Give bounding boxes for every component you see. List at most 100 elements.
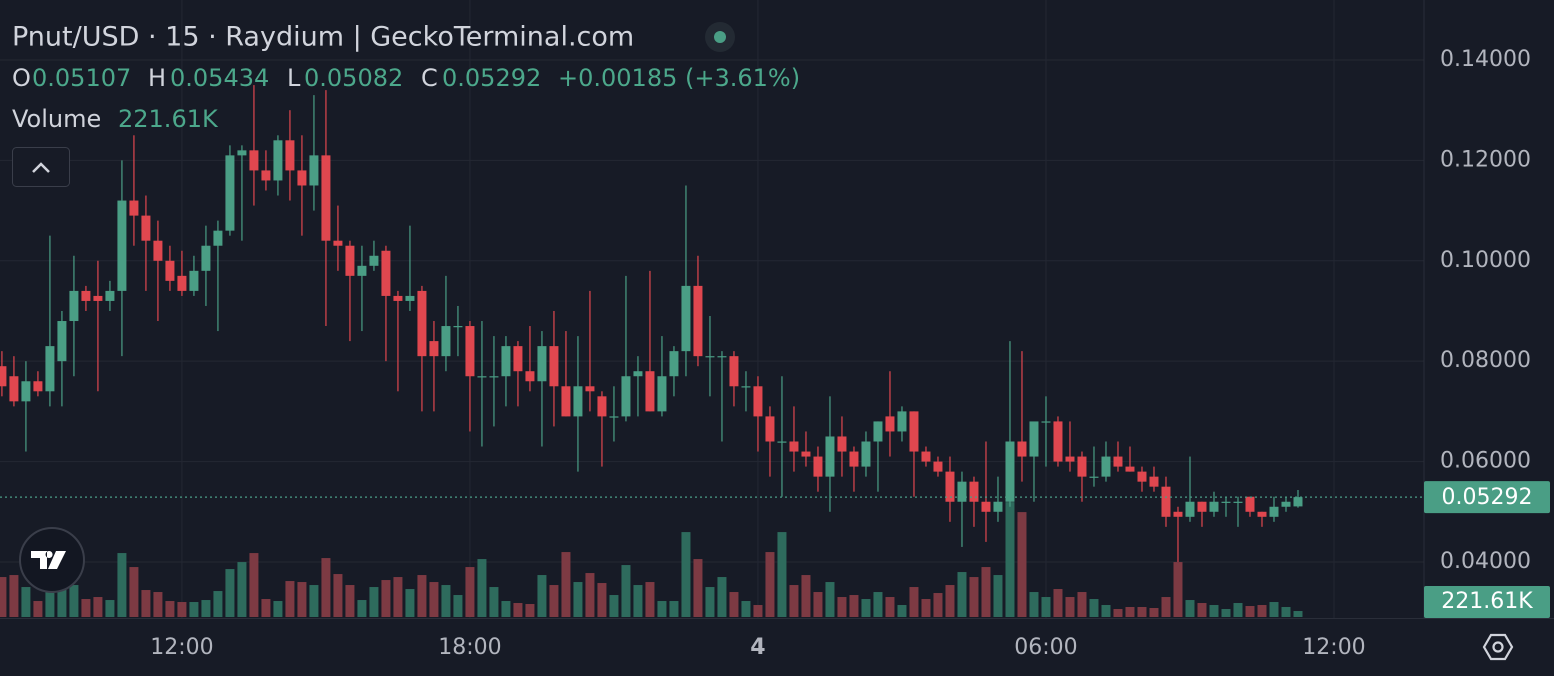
volume-bar bbox=[165, 601, 175, 617]
candle-body bbox=[273, 140, 283, 181]
candle-body bbox=[153, 240, 163, 261]
candle-body bbox=[1281, 501, 1291, 507]
volume-bar bbox=[537, 575, 547, 617]
candle-body bbox=[369, 255, 379, 266]
volume-bar bbox=[0, 577, 7, 617]
candle-body bbox=[249, 150, 259, 171]
volume-bar bbox=[81, 599, 91, 617]
candle-body bbox=[381, 250, 391, 296]
volume-bar bbox=[333, 574, 343, 617]
settings-hexagon[interactable] bbox=[1482, 633, 1514, 661]
candle-body bbox=[1089, 476, 1099, 478]
candle-body bbox=[633, 371, 643, 377]
candle-body bbox=[1017, 441, 1027, 457]
volume-bar bbox=[765, 552, 775, 617]
volume-bar bbox=[1293, 611, 1303, 617]
candle-body bbox=[297, 170, 307, 186]
candle-body bbox=[1077, 456, 1087, 477]
volume-bar bbox=[1005, 502, 1015, 617]
volume-bar bbox=[549, 585, 559, 617]
candle-body bbox=[501, 346, 511, 377]
volume-bar bbox=[1161, 597, 1171, 617]
volume-bar bbox=[933, 593, 943, 617]
volume-bar bbox=[9, 575, 19, 617]
candle-body bbox=[609, 416, 619, 418]
logo-mark bbox=[31, 551, 66, 569]
volume-bar bbox=[405, 589, 415, 617]
last-price-label: 0.05292 bbox=[1442, 485, 1533, 510]
volume-bar bbox=[669, 601, 679, 617]
candle-body bbox=[753, 386, 763, 417]
volume-bar bbox=[153, 592, 163, 617]
candle-body bbox=[477, 376, 487, 378]
candle-body bbox=[885, 416, 895, 432]
settings-button[interactable] bbox=[1482, 633, 1514, 661]
volume-bar bbox=[141, 590, 151, 617]
volume-bar bbox=[417, 575, 427, 617]
volume-bar bbox=[741, 601, 751, 617]
candle-body bbox=[741, 386, 751, 388]
high-value: 0.05434 bbox=[170, 64, 269, 92]
volume-bar bbox=[1281, 607, 1291, 617]
volume-bar bbox=[981, 567, 991, 617]
volume-bar bbox=[225, 569, 235, 617]
candle-body bbox=[669, 351, 679, 377]
candle-body bbox=[561, 386, 571, 417]
volume-bar bbox=[1017, 512, 1027, 617]
candle-body bbox=[1161, 486, 1171, 517]
y-tick-label: 0.06000 bbox=[1440, 449, 1531, 474]
collapse-button-frame[interactable] bbox=[12, 147, 70, 187]
candle-body bbox=[909, 411, 919, 452]
volume-box bbox=[1424, 586, 1550, 618]
volume-bar bbox=[993, 575, 1003, 617]
volume-bar bbox=[393, 577, 403, 617]
candle-body bbox=[717, 356, 727, 358]
volume-bar bbox=[789, 585, 799, 617]
volume-bar bbox=[45, 577, 55, 617]
candle-body bbox=[1197, 501, 1207, 512]
candle-body bbox=[333, 240, 343, 246]
volume-bar bbox=[1257, 605, 1267, 617]
candle-body bbox=[45, 346, 55, 392]
candle-body bbox=[441, 326, 451, 357]
candle-body bbox=[33, 381, 43, 392]
candle-body bbox=[141, 215, 151, 241]
candle-body bbox=[681, 285, 691, 352]
volume-bar bbox=[429, 582, 439, 617]
y-tick-label: 0.10000 bbox=[1440, 248, 1531, 273]
volume-bar bbox=[873, 592, 883, 617]
candle-body bbox=[549, 346, 559, 387]
volume-bar bbox=[477, 559, 487, 617]
tradingview-logo[interactable] bbox=[19, 527, 85, 593]
candle-body bbox=[813, 456, 823, 477]
candle-body bbox=[705, 356, 715, 358]
candle-body bbox=[729, 356, 739, 387]
candle-body bbox=[309, 155, 319, 186]
volume-bar bbox=[609, 595, 619, 617]
volume-bar bbox=[1029, 592, 1039, 617]
volume-bar bbox=[1233, 603, 1243, 617]
candle-body bbox=[1233, 501, 1243, 503]
candle-body bbox=[1137, 471, 1147, 482]
volume-bar bbox=[909, 587, 919, 617]
volume-bars bbox=[0, 502, 1303, 617]
volume-bar bbox=[849, 595, 859, 617]
volume-bar bbox=[861, 599, 871, 617]
volume-bar bbox=[21, 587, 31, 617]
volume-bar bbox=[597, 583, 607, 617]
candle-body bbox=[417, 290, 427, 357]
volume-bar bbox=[657, 601, 667, 617]
candle-body bbox=[1173, 511, 1183, 517]
volume-bar bbox=[57, 569, 67, 617]
volume-bar bbox=[561, 552, 571, 617]
volume-bar bbox=[297, 582, 307, 617]
open-key: O bbox=[12, 64, 31, 92]
volume-bar bbox=[1137, 607, 1147, 617]
high-key: H bbox=[148, 64, 166, 92]
volume-bar bbox=[129, 567, 139, 617]
volume-bar bbox=[465, 567, 475, 617]
collapse-button[interactable] bbox=[12, 147, 70, 187]
volume-bar bbox=[189, 602, 199, 617]
candle-body bbox=[849, 451, 859, 467]
